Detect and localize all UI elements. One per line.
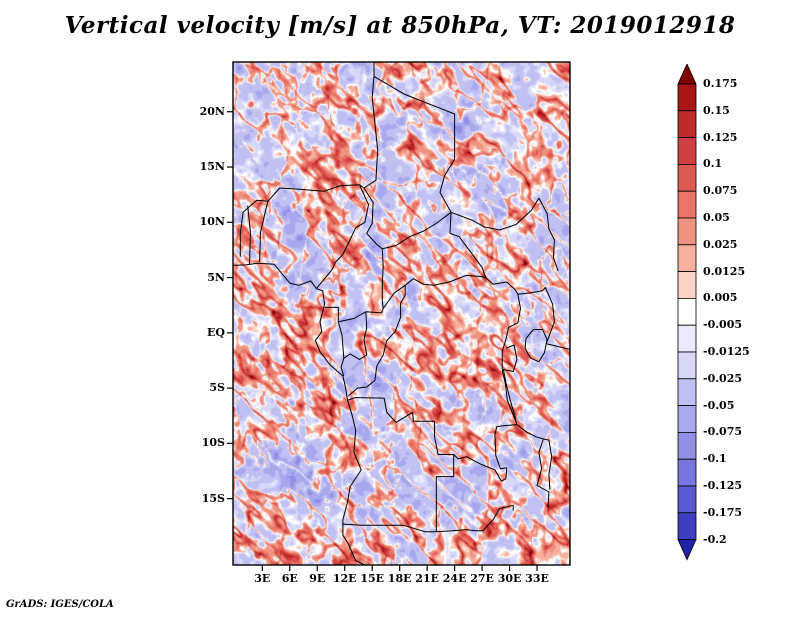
lon-tick-label: 18E [387,572,412,585]
colorbar-level-label: 0.005 [703,291,738,305]
lon-tick-label: 27E [470,572,494,585]
colorbar-segment [677,405,697,433]
colorbar-level-label: 0.1 [703,157,723,171]
colorbar-segment [677,458,697,487]
colorbar-segment [677,485,697,514]
lat-tick-label: 20N [199,104,225,118]
colorbar-segment [677,378,697,406]
colorbar-segment [677,217,697,246]
lat-tick-label: EQ [207,325,225,339]
lon-tick-label: 3E [254,572,271,585]
colorbar-segment [677,83,697,112]
colorbar-level-label: 0.075 [703,184,738,198]
colorbar-segment [677,512,697,540]
velocity-field-heatmap [233,62,570,565]
colorbar-segment [677,431,697,460]
lat-tick-label: 5N [207,270,225,284]
colorbar-level-label: -0.075 [703,425,743,439]
colorbar-segment [677,190,697,219]
colorbar-level-label: 0.025 [703,237,738,251]
colorbar [677,63,697,565]
colorbar-level-label: 0.05 [703,211,730,224]
colorbar-segment [677,164,697,192]
lon-tick-label: 9E [309,572,326,585]
colorbar-level-label: -0.05 [703,398,735,412]
colorbar-level-label: 0.125 [703,130,738,144]
lat-tick-label: 10S [201,436,225,450]
colorbar-level-label: 0.15 [703,103,730,117]
colorbar-arrow-bottom [677,539,697,561]
colorbar-segment [677,110,697,138]
colorbar-arrow-top [677,63,697,85]
colorbar-level-label: -0.2 [703,532,727,546]
lon-tick-label: 33E [525,572,549,585]
colorbar-level-label: 0.0125 [703,264,746,278]
colorbar-level-label: -0.025 [703,371,743,385]
colorbar-segment [677,271,697,299]
lat-tick-label: 10N [199,215,225,229]
lat-tick-label: 15N [199,160,225,174]
colorbar-segment [677,324,697,353]
colorbar-level-label: 0.175 [703,77,738,90]
grads-credit: GrADS: IGES/COLA [6,599,114,610]
colorbar-level-label: -0.125 [703,479,743,492]
chart-title: Vertical velocity [m/s] at 850hPa, VT: 2… [64,12,736,39]
colorbar-level-label: -0.175 [703,505,743,519]
colorbar-level-label: -0.005 [703,318,743,332]
colorbar-segment [677,351,697,380]
lat-tick-label: 15S [201,491,225,505]
lon-tick-label: 15E [360,572,385,585]
lat-tick-label: 5S [209,381,225,395]
map-borders-overlay [227,61,571,571]
lon-tick-label: 6E [281,572,298,585]
colorbar-level-label: -0.0125 [703,345,750,358]
lon-tick-label: 30E [497,572,522,585]
colorbar-scale [677,63,697,561]
colorbar-segment [677,244,697,273]
colorbar-segment [677,137,697,165]
colorbar-segment [677,297,697,326]
country-borders [233,62,570,565]
colorbar-level-label: -0.1 [703,452,727,466]
lon-tick-label: 24E [442,572,467,585]
lon-tick-label: 12E [332,572,357,585]
lon-tick-label: 21E [415,572,439,585]
